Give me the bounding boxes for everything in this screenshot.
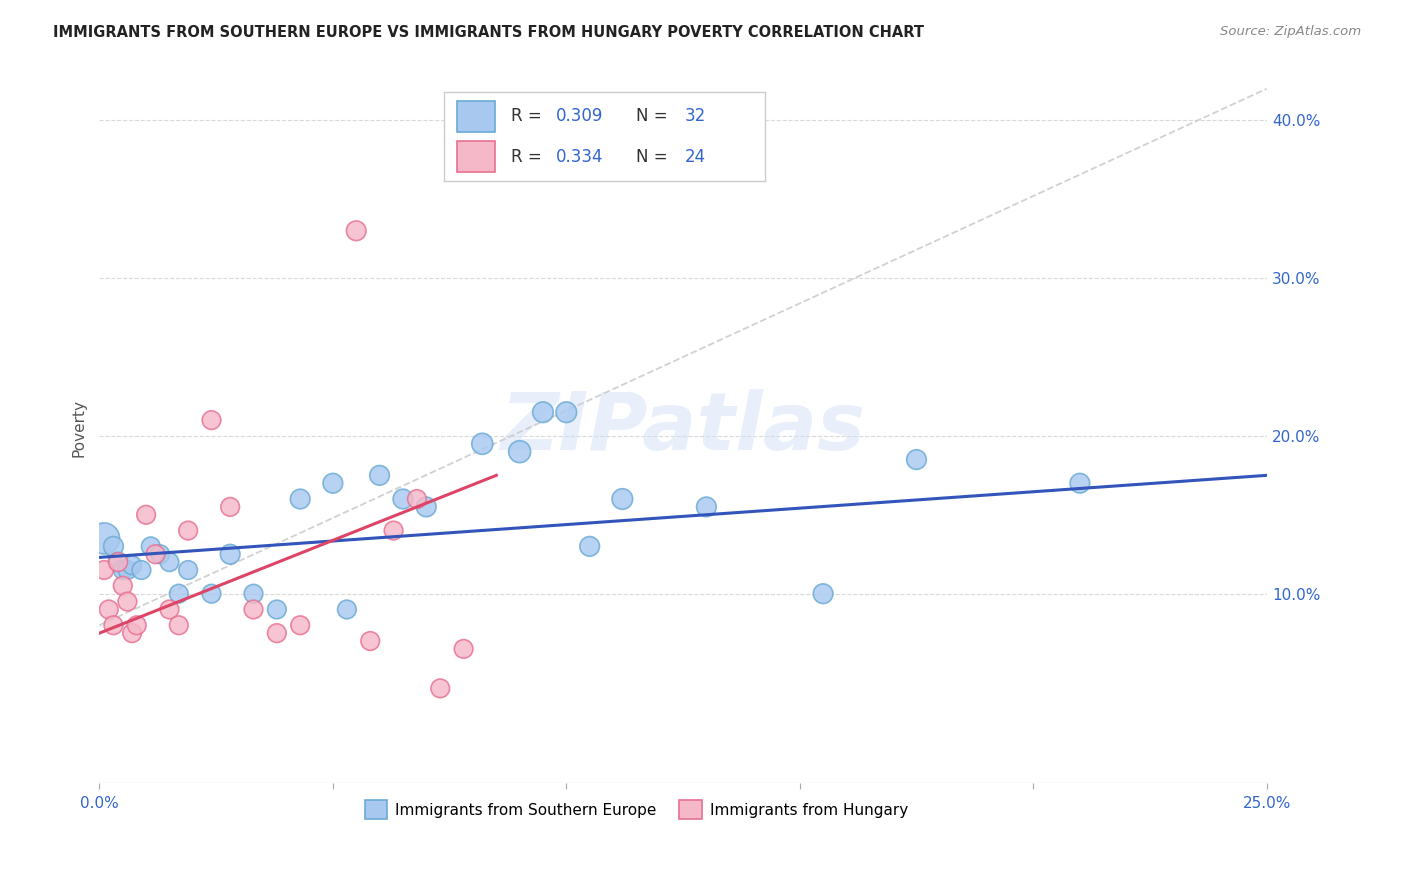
Point xyxy=(322,476,344,491)
Text: Source: ZipAtlas.com: Source: ZipAtlas.com xyxy=(1220,25,1361,38)
Point xyxy=(471,437,494,451)
Text: ZIPatlas: ZIPatlas xyxy=(501,389,866,467)
Point xyxy=(344,224,367,238)
Point xyxy=(107,555,129,569)
Point xyxy=(103,540,125,554)
Point xyxy=(695,500,717,514)
Point xyxy=(145,547,167,561)
Point xyxy=(531,405,554,419)
Point xyxy=(117,594,139,608)
Point xyxy=(200,413,222,427)
Point xyxy=(392,491,415,506)
Point xyxy=(406,491,429,506)
Point xyxy=(167,587,190,601)
Point xyxy=(121,626,143,640)
Y-axis label: Poverty: Poverty xyxy=(72,399,86,457)
Point xyxy=(125,618,148,632)
Point xyxy=(97,602,120,616)
Point xyxy=(135,508,157,522)
Point xyxy=(429,681,451,696)
Point xyxy=(242,602,264,616)
Point xyxy=(811,587,834,601)
Point xyxy=(159,555,181,569)
Point xyxy=(93,563,115,577)
Point xyxy=(290,491,312,506)
Point xyxy=(117,563,139,577)
Point xyxy=(111,563,134,577)
Point xyxy=(336,602,359,616)
Point xyxy=(167,618,190,632)
Point xyxy=(139,540,162,554)
Point xyxy=(107,555,129,569)
Point xyxy=(905,452,928,467)
Point xyxy=(177,563,200,577)
Point xyxy=(555,405,578,419)
Point xyxy=(93,532,115,546)
Point xyxy=(612,491,634,506)
Point xyxy=(131,563,153,577)
Point xyxy=(415,500,437,514)
Point xyxy=(219,547,242,561)
Point xyxy=(200,587,222,601)
Point xyxy=(382,524,405,538)
Point xyxy=(266,626,288,640)
Point xyxy=(266,602,288,616)
Point xyxy=(368,468,391,483)
Point xyxy=(359,634,381,648)
Point xyxy=(578,540,600,554)
Point xyxy=(103,618,125,632)
Point xyxy=(177,524,200,538)
Point xyxy=(1069,476,1091,491)
Legend: Immigrants from Southern Europe, Immigrants from Hungary: Immigrants from Southern Europe, Immigra… xyxy=(359,794,914,825)
Text: IMMIGRANTS FROM SOUTHERN EUROPE VS IMMIGRANTS FROM HUNGARY POVERTY CORRELATION C: IMMIGRANTS FROM SOUTHERN EUROPE VS IMMIG… xyxy=(53,25,924,40)
Point xyxy=(509,444,531,458)
Point xyxy=(242,587,264,601)
Point xyxy=(159,602,181,616)
Point xyxy=(121,558,143,573)
Point xyxy=(453,641,475,656)
Point xyxy=(219,500,242,514)
Point xyxy=(290,618,312,632)
Point xyxy=(111,579,134,593)
Point xyxy=(149,547,172,561)
